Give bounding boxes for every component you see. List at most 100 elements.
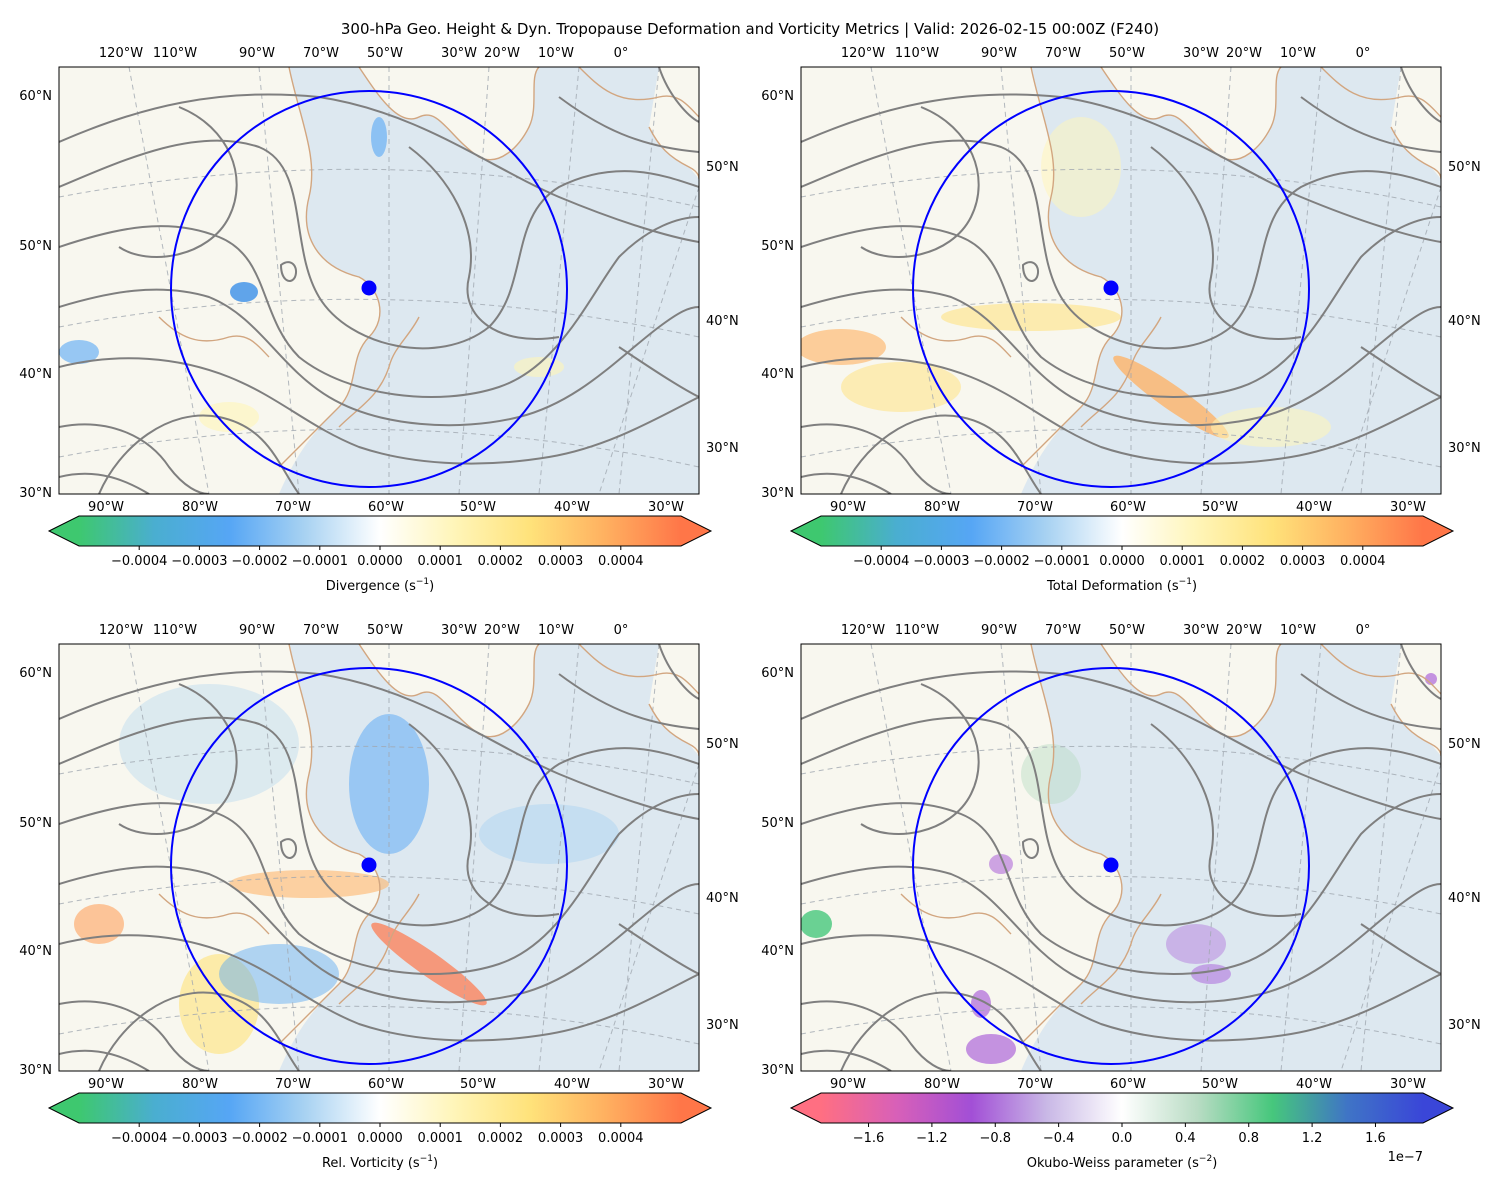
map-panel-top-left: 90°W 80°W 70°W 60°W 50°W 40°W 30°W 120°W 110°W 90… [19, 46, 739, 515]
height-contour [801, 93, 1441, 243]
bottom-lon-tick-label: 50°W [460, 500, 496, 515]
height-contour [279, 261, 297, 282]
bottom-lon-tick-label: 30°W [1390, 500, 1426, 515]
graticule-line [128, 644, 210, 1071]
colorbar-tick-label: 0.0001 [417, 554, 463, 569]
colorbar-tick-label: −0.0004 [111, 554, 167, 569]
height-contour [118, 106, 238, 258]
colorbar-tick-label: 0.0003 [1280, 554, 1326, 569]
top-lon-tick-label: 20°W [484, 623, 520, 638]
left-lat-tick-label: 50°N [761, 816, 794, 831]
left-lat-tick-label: 60°N [19, 89, 52, 104]
bottom-lon-tick-label: 90°W [88, 500, 124, 515]
top-lon-tick-label: 90°W [981, 46, 1017, 61]
left-lat-tick-label: 60°N [19, 666, 52, 681]
colorbar-tick-label: −0.0002 [231, 1131, 287, 1146]
height-contour [1300, 96, 1441, 153]
field-shading-3 [199, 402, 259, 432]
colorbar-tick-label: 0.0004 [598, 1131, 644, 1146]
graticule-line [801, 428, 1441, 468]
land-area [59, 67, 380, 494]
height-contour [59, 423, 210, 494]
height-contour [558, 96, 699, 153]
center-marker [361, 857, 377, 873]
coastline [278, 644, 381, 1045]
field-shading-2 [1166, 924, 1226, 964]
left-lat-tick-label: 30°N [761, 486, 794, 501]
colorbar-tick-label: −0.0002 [231, 554, 287, 569]
height-contour [59, 472, 150, 494]
left-lat-tick-label: 50°N [761, 239, 794, 254]
bottom-lon-tick-label: 40°W [554, 1077, 590, 1092]
graticule-line [59, 745, 699, 785]
colorbar-outline [47, 1092, 713, 1124]
top-lon-tick-label: 0° [1356, 46, 1371, 61]
colorbar-label: Okubo-Weiss parameter (s−2) [1027, 1154, 1218, 1171]
bottom-lon-tick-label: 80°W [924, 1077, 960, 1092]
colorbar-min-extend-arrow [49, 516, 79, 546]
colorbar-tick-label: −0.0003 [913, 554, 969, 569]
bottom-lon-tick-label: 40°W [1296, 500, 1332, 515]
analysis-radius-circle [170, 90, 568, 488]
right-lat-tick-label: 30°N [706, 1018, 739, 1033]
top-lon-tick-label: 110°W [895, 46, 939, 61]
top-lon-tick-label: 0° [1356, 623, 1371, 638]
height-contour [59, 934, 699, 1042]
colorbar-tick-label: −0.0004 [853, 554, 909, 569]
colorbar-tick-label: −0.0001 [1034, 554, 1090, 569]
top-lon-tick-label: 120°W [99, 623, 143, 638]
height-contour [59, 216, 699, 398]
graticule-line [59, 428, 699, 468]
colorbar-min-extend-arrow [791, 1093, 821, 1123]
land-area [59, 644, 380, 1071]
field-shading-4 [1211, 407, 1331, 447]
left-lat-tick-label: 30°N [19, 1063, 52, 1078]
colorbar-max-extend-arrow [1423, 516, 1453, 546]
height-contour [801, 1000, 952, 1071]
colorbar-outline [47, 515, 713, 547]
colorbar-tick-label: 0.0003 [538, 1131, 584, 1146]
colorbar-tick-label: 1.2 [1302, 1131, 1323, 1146]
left-lat-tick-label: 40°N [761, 944, 794, 959]
field-shading-6 [479, 804, 619, 864]
colorbar-tick-label: 0.0001 [417, 1131, 463, 1146]
top-lon-tick-label: 90°W [981, 623, 1017, 638]
top-lon-tick-label: 120°W [841, 46, 885, 61]
height-contour [59, 1000, 210, 1071]
height-contour [558, 673, 699, 730]
top-lon-tick-label: 110°W [153, 623, 197, 638]
height-contour [59, 670, 699, 820]
height-contour [1300, 673, 1441, 730]
coastline [578, 67, 699, 118]
height-contour [1400, 644, 1441, 700]
left-lat-tick-label: 40°N [761, 367, 794, 382]
colorbar-bottom-left: −0.0004 −0.0003 −0.0002 −0.0001 0.0000 0.0001… [47, 1092, 713, 1171]
top-lon-tick-label: 50°W [1109, 46, 1145, 61]
bottom-lon-tick-label: 60°W [368, 500, 404, 515]
height-contour [801, 472, 892, 494]
right-lat-tick-label: 30°N [706, 441, 739, 456]
right-lat-tick-label: 50°N [1448, 160, 1481, 175]
top-lon-tick-label: 10°W [1280, 46, 1316, 61]
height-contour [801, 793, 1441, 975]
top-lon-tick-label: 0° [614, 623, 629, 638]
colorbar-outline [789, 1092, 1455, 1124]
field-shading-2 [371, 117, 387, 157]
map-panel-top-right: 90°W 80°W 70°W 60°W 50°W 40°W 30°W 120°W 110°W 90… [761, 46, 1481, 515]
top-lon-tick-label: 50°W [367, 46, 403, 61]
height-contour [860, 106, 980, 258]
colorbar-tick-label: 0.8 [1238, 1131, 1259, 1146]
graticule-line [59, 1005, 699, 1045]
map-frame [58, 66, 700, 495]
height-contour [59, 357, 699, 465]
right-lat-tick-label: 40°N [706, 891, 739, 906]
coastline [1020, 67, 1123, 468]
height-contour [118, 683, 238, 835]
top-lon-tick-label: 10°W [1280, 623, 1316, 638]
colorbar-tick-label: −1.2 [916, 1131, 948, 1146]
colorbar-tick-label: 0.4 [1175, 1131, 1196, 1146]
bottom-lon-tick-label: 90°W [830, 1077, 866, 1092]
top-lon-tick-label: 10°W [538, 46, 574, 61]
graticule-line [59, 168, 699, 208]
right-lat-tick-label: 50°N [706, 737, 739, 752]
